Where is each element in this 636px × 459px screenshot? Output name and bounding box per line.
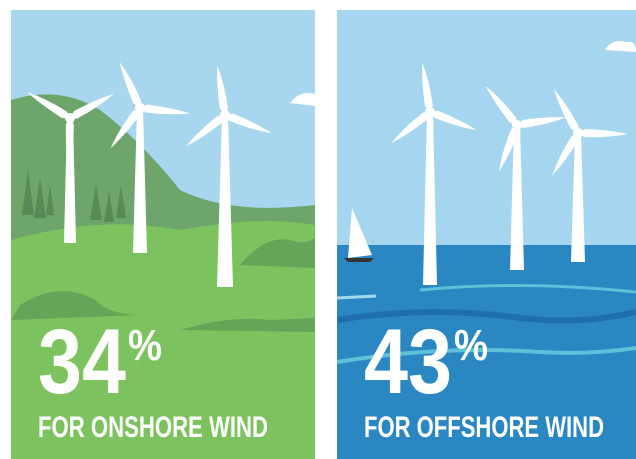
percent-value: 34 xyxy=(38,311,126,413)
percent-unit: % xyxy=(128,321,162,370)
infographic: 34 % FOR ONSHORE WIND 43 % FOR OFFSHORE … xyxy=(0,0,636,459)
caption: FOR OFFSHORE WIND xyxy=(364,411,604,444)
offshore-panel xyxy=(290,10,636,459)
page: 34 % FOR ONSHORE WIND 43 % FOR OFFSHORE … xyxy=(0,0,636,459)
percent-unit: % xyxy=(454,321,488,370)
percent-value: 43 xyxy=(364,311,452,413)
caption: FOR ONSHORE WIND xyxy=(38,411,268,444)
